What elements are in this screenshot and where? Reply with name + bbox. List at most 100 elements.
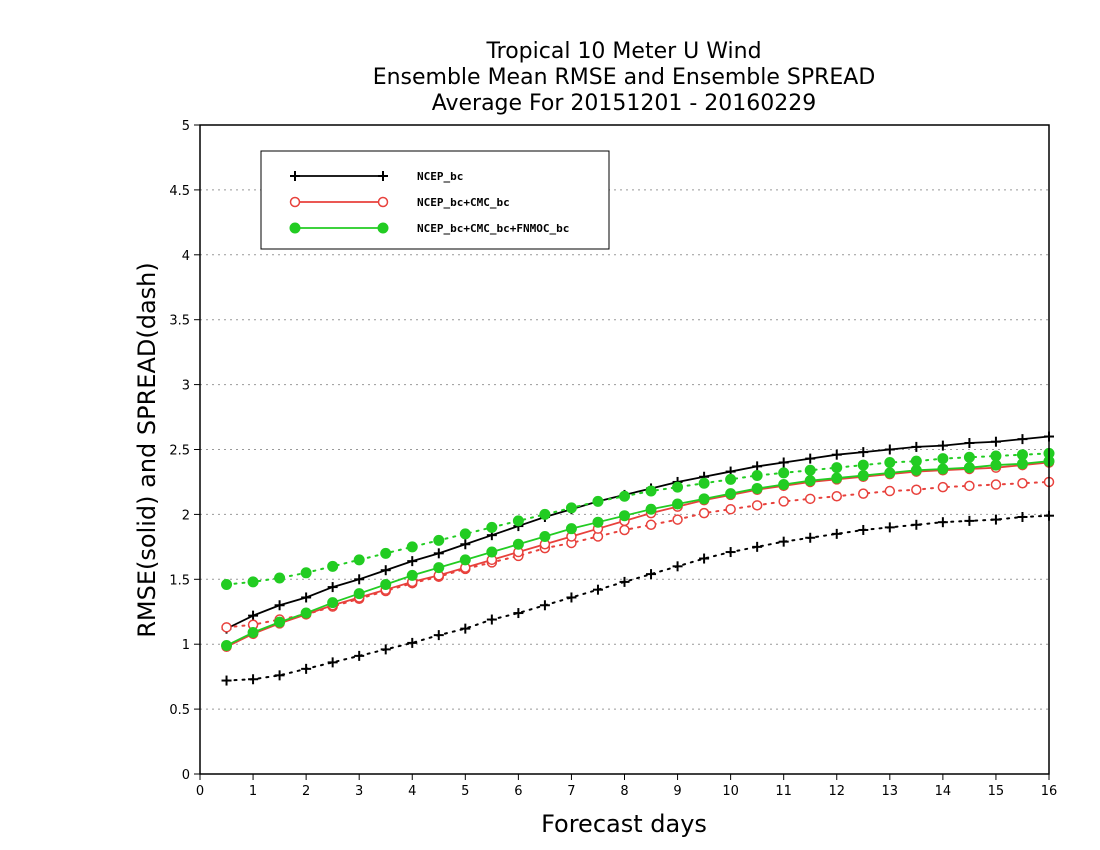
series-2 [221,447,1055,651]
spread-point [751,500,763,511]
spread-point [698,507,710,519]
legend-item-0: NCEP_bc [290,170,463,183]
x-tick-label: 9 [673,784,681,799]
y-tick-label: 3 [182,379,190,394]
spread-point [778,496,789,507]
spread-point [460,623,471,634]
spread-point [699,553,710,564]
title-line-3: Average For 20151201 - 20160229 [432,91,817,116]
rmse-point [539,530,551,542]
spread-point [963,451,975,463]
series-1 [221,457,1055,653]
spread-point [964,515,975,526]
spread-point [910,455,922,467]
rmse-point [433,548,444,559]
rmse-point [778,457,789,468]
y-tick-label: 0 [182,768,190,783]
legend-item-1: NCEP_bc+CMC_bc [289,196,510,209]
legend-marker [289,196,301,208]
rmse-point [1017,434,1028,445]
y-tick-label: 0.5 [169,703,190,718]
spread-point [884,522,895,533]
spread-point [380,644,391,655]
rmse-point [645,503,657,515]
rmse-point [804,475,816,487]
y-tick-label: 1.5 [169,573,190,588]
spread-point [221,578,233,590]
spread-point [486,521,498,533]
spread-point [565,502,577,514]
x-tick-label: 12 [828,784,845,799]
rmse-point [698,493,710,505]
rmse-point [910,464,922,476]
legend-marker [377,196,389,208]
rmse-point [831,472,843,484]
rmse-point [1016,458,1028,470]
spread-point [858,488,869,499]
spread-point [672,514,683,525]
spread-point [805,532,816,543]
spread-point [459,528,471,540]
spread-point [539,600,550,611]
spread-point [911,519,922,530]
rmse-point [221,639,233,651]
spread-point [831,462,843,474]
y-tick-label: 2 [182,508,190,523]
rmse-point [247,627,259,639]
spread-point [619,576,630,587]
legend-marker [378,171,388,181]
spread-point [752,541,763,552]
spread-point [619,490,630,502]
spread-point [751,469,763,481]
spread-point [1017,477,1028,489]
x-tick-label: 4 [408,784,416,799]
spread-point [513,608,524,619]
rmse-point [248,610,259,621]
rmse-point [380,565,391,576]
rmse-point [805,453,816,464]
spread-point [274,670,285,681]
spread-point [221,622,232,633]
spread-point [725,473,737,485]
rmse-point [963,462,975,474]
spread-point [327,657,338,668]
spread-line [225,452,1050,586]
spread-point [1017,511,1028,522]
spread-point [353,554,365,566]
rmse-point [433,562,445,574]
spread-point [646,569,657,580]
spread-point [1016,449,1028,461]
rmse-point [300,607,312,619]
spread-point [831,528,842,539]
axis-ticks: 00.511.522.533.544.550 1 2 3 4 5 6 7 8 9 10 11 12 13 1… [169,119,1057,799]
spread-point [619,524,630,536]
x-tick-label: 7 [567,784,575,799]
rmse-point [725,488,737,500]
legend-marker [289,222,301,234]
spread-point [300,567,312,579]
rmse-point [406,569,418,581]
y-tick-label: 5 [182,119,190,134]
spread-point [486,614,497,625]
spread-point [804,464,816,476]
rmse-point [565,523,577,535]
spread-point [672,481,684,493]
spread-point [539,508,551,520]
rmse-point [937,440,948,451]
spread-point [725,503,736,515]
rmse-point [884,467,896,479]
spread-point [831,490,842,502]
spread-point [778,536,789,547]
x-tick-label: 11 [775,784,792,799]
legend-label: NCEP_bc [417,170,463,183]
spread-point [645,519,657,531]
rmse-point [751,482,763,494]
spread-point [937,453,949,465]
title-line-1: Tropical 10 Meter U Wind [485,39,761,64]
rmse-point [459,554,471,566]
series-layer [221,431,1055,686]
spread-point [407,637,418,648]
spread-point [512,515,524,527]
legend-marker [377,222,389,234]
